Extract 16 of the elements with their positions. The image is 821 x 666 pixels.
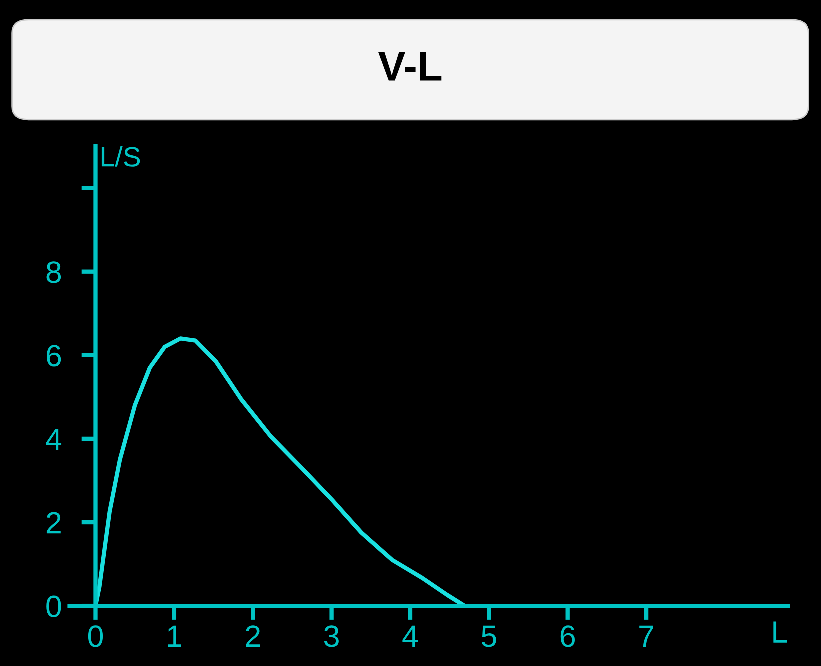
x-tick-label: 1 — [168, 626, 182, 647]
x-tick-label: 4 — [402, 626, 418, 647]
x-tick-label: 0 — [88, 626, 104, 648]
x-axis-title: L — [774, 622, 788, 643]
x-tick-label: 3 — [324, 626, 339, 648]
x-tick-label: 6 — [560, 626, 575, 648]
y-tick-label: 6 — [46, 345, 62, 367]
y-tick-label: 0 — [46, 596, 62, 618]
chart-title: V-L — [378, 52, 442, 81]
x-tick-label: 5 — [482, 626, 496, 648]
y-tick-label: 8 — [46, 262, 62, 284]
x-tick-label: 7 — [640, 626, 654, 647]
y-axis-title: L/S — [102, 146, 140, 167]
x-tick-label: 2 — [246, 626, 260, 647]
y-tick-label: 4 — [46, 429, 62, 450]
y-tick-label: 2 — [46, 512, 61, 534]
